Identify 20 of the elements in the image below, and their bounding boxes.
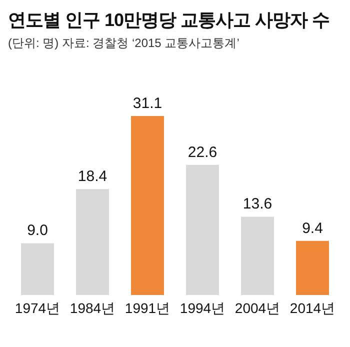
data-label: 31.1 bbox=[132, 95, 162, 112]
data-label: 9.4 bbox=[302, 220, 323, 237]
x-tick-label: 2014년 bbox=[290, 300, 336, 316]
bar bbox=[241, 216, 274, 295]
x-tick-label: 2004년 bbox=[234, 300, 280, 316]
chart-title: 연도별 인구 10만명당 교통사고 사망자 수 bbox=[8, 9, 330, 32]
x-tick-label: 1991년 bbox=[124, 300, 170, 316]
bar bbox=[76, 189, 109, 295]
data-label: 22.6 bbox=[188, 144, 218, 161]
bar bbox=[186, 164, 219, 295]
data-label: 13.6 bbox=[242, 196, 272, 213]
chart-subtitle: (단위: 명) 자료: 경찰청 ‘2015 교통사고통계’ bbox=[8, 35, 240, 52]
bar bbox=[21, 243, 54, 295]
x-tick-label: 1974년 bbox=[14, 300, 60, 316]
data-label: 9.0 bbox=[27, 222, 48, 240]
data-label: 18.4 bbox=[78, 168, 108, 186]
x-tick-label: 1994년 bbox=[180, 300, 226, 316]
x-tick-label: 1984년 bbox=[70, 300, 116, 316]
bar bbox=[296, 240, 329, 295]
bar bbox=[131, 116, 164, 295]
